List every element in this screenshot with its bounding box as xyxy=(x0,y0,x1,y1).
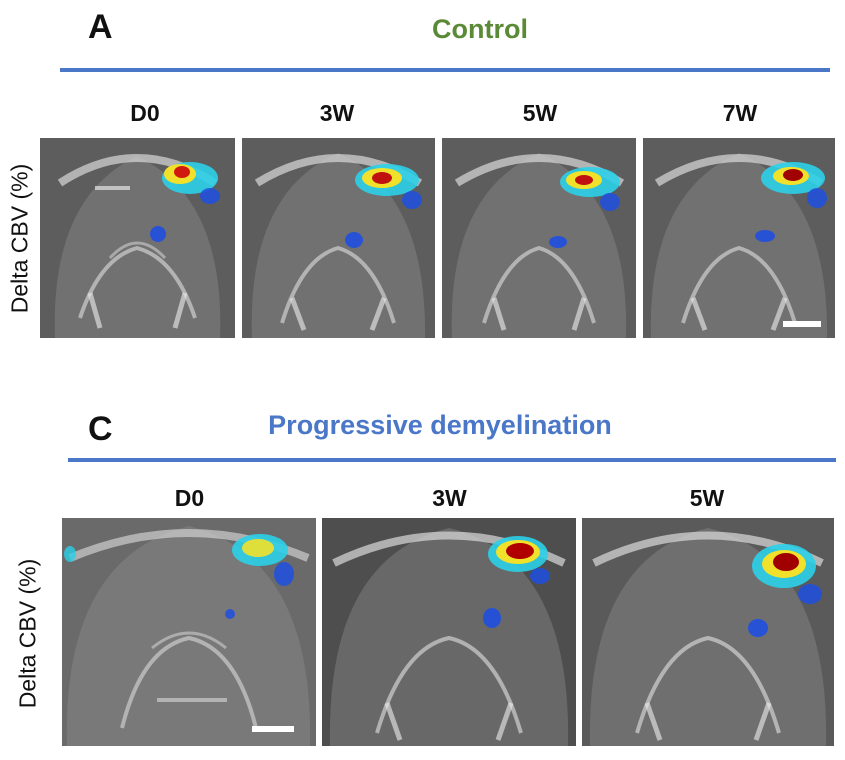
panel-a-y-axis-label: Delta CBV (%) xyxy=(6,163,33,314)
panel-letter-a: A xyxy=(88,8,113,46)
panel-a-title: Control xyxy=(432,14,528,44)
panel-c-divider xyxy=(68,458,836,462)
panel-c-y-axis-label: Delta CBV (%) xyxy=(14,558,41,709)
panel-c-col-3w: 3W xyxy=(432,485,467,511)
panel-a-divider xyxy=(60,68,830,72)
panel-a-scan-7w xyxy=(643,138,835,338)
panel-a-col-d0: D0 xyxy=(130,100,160,126)
panel-a-col-5w: 5W xyxy=(522,100,558,126)
panel-c-scan-d0 xyxy=(62,518,316,746)
panel-a-scale-bar xyxy=(783,321,821,327)
panel-c-scan-5w xyxy=(582,518,834,746)
panel-c-scale-bar xyxy=(252,726,294,732)
panel-a-col-3w: 3W xyxy=(319,100,355,126)
panel-c-col-5w: 5W xyxy=(689,485,725,511)
panel-c-title: Progressive demyelination xyxy=(268,410,612,440)
panel-c-col-d0: D0 xyxy=(174,485,205,511)
panel-a-col-7w: 7W xyxy=(722,100,758,126)
panel-a-scan-3w xyxy=(242,138,435,338)
panel-letter-c: C xyxy=(88,410,113,448)
panel-c-scan-3w xyxy=(322,518,576,746)
panel-a-scan-d0 xyxy=(40,138,235,338)
panel-a-scan-5w xyxy=(442,138,636,338)
